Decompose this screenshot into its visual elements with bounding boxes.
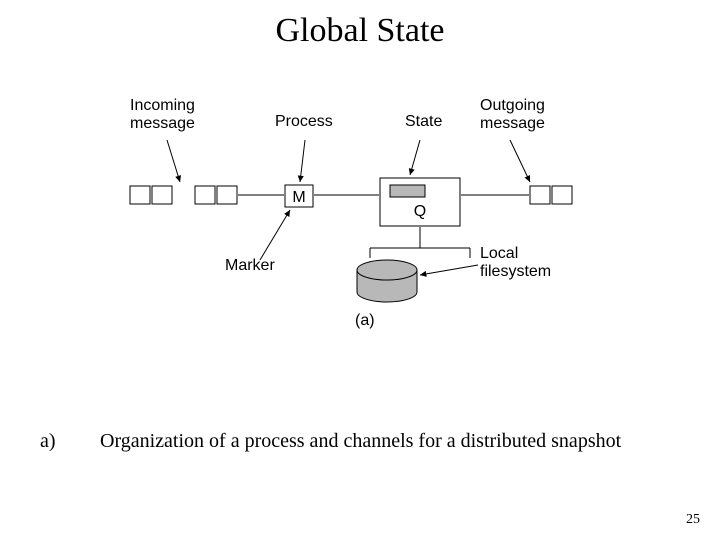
svg-text:message: message [480,115,545,132]
diagram-container: IncomingmessageProcessStateOutgoingmessa… [110,80,610,340]
svg-text:(a): (a) [355,312,375,329]
diagram-svg: IncomingmessageProcessStateOutgoingmessa… [110,80,610,340]
svg-text:Process: Process [275,113,333,130]
caption-marker: a) [40,430,100,453]
caption-row: a) Organization of a process and channel… [40,430,660,453]
slide-title: Global State [0,12,720,50]
svg-text:State: State [405,113,442,130]
svg-text:Local: Local [480,245,518,262]
svg-text:filesystem: filesystem [480,263,551,280]
svg-text:M: M [292,189,305,206]
svg-text:message: message [130,115,195,132]
svg-text:Marker: Marker [225,257,275,274]
svg-text:Outgoing: Outgoing [480,97,545,114]
svg-text:Q: Q [414,203,426,220]
slide-title-text: Global State [275,12,444,49]
page-number: 25 [686,512,700,528]
svg-text:Incoming: Incoming [130,97,195,114]
caption-text: Organization of a process and channels f… [100,430,660,453]
